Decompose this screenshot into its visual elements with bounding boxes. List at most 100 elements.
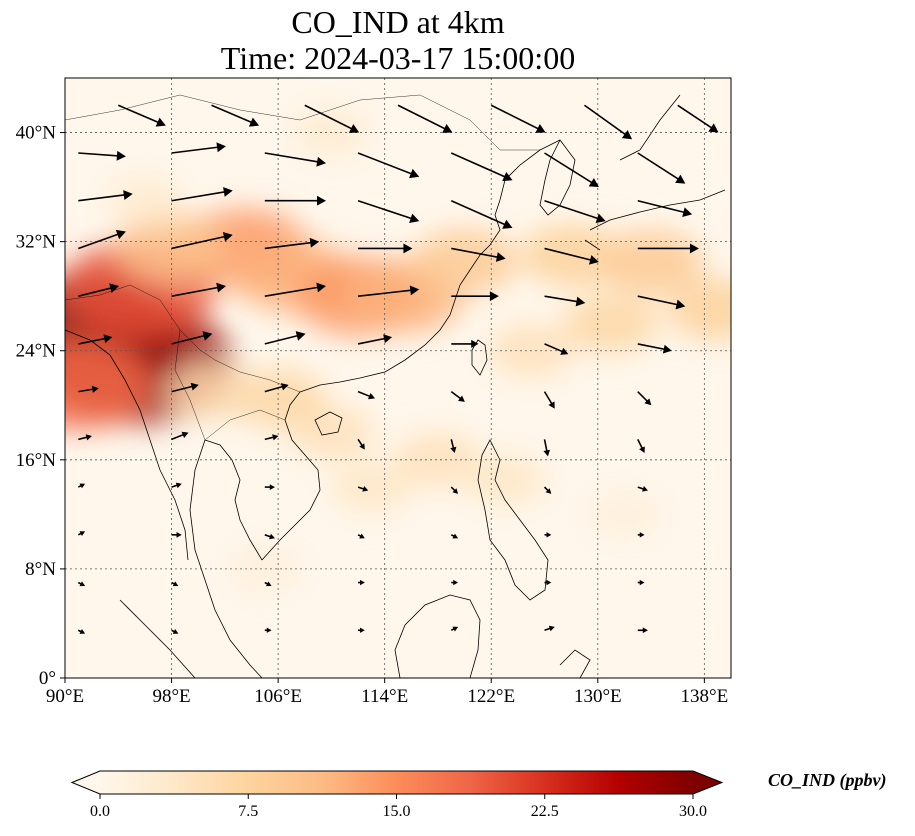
wind-arrow <box>357 285 420 297</box>
coastline-philippines <box>477 439 549 601</box>
wind-arrow <box>264 383 289 393</box>
lat-tick-label: 16°N <box>16 450 57 471</box>
map-axes: 90°E 98°E 106°E 114°E 122°E 130°E 138°E 0° 8°N 16… <box>16 123 729 707</box>
wind-arrow <box>77 483 86 489</box>
lat-tick-label: 32°N <box>16 232 57 253</box>
wind-arrow <box>637 199 693 217</box>
colorbar-extend-max <box>693 771 722 794</box>
wind-arrow <box>637 295 686 310</box>
wind-arrow <box>451 291 499 302</box>
wind-arrow <box>450 199 513 229</box>
map-frame <box>64 77 732 679</box>
wind-arrow <box>171 431 189 441</box>
wind-arrow <box>637 486 648 492</box>
coastline-korea <box>539 139 576 216</box>
wind-arrow <box>450 533 459 539</box>
wind-arrow <box>451 339 479 348</box>
wind-arrow <box>264 627 272 633</box>
wind-arrow <box>637 532 645 538</box>
concentration-blob <box>563 293 659 354</box>
wind-arrow <box>544 532 552 538</box>
wind-arrow <box>677 104 719 133</box>
lat-tick-label: 8°N <box>25 559 56 580</box>
lon-tick-label: 106°E <box>254 686 302 707</box>
wind-arrow <box>264 581 272 587</box>
wind-arrow <box>544 343 569 355</box>
wind-arrow <box>264 484 275 490</box>
wind-arrow <box>171 629 179 634</box>
wind-arrow <box>450 626 459 632</box>
concentration-blob <box>598 229 704 295</box>
wind-arrow <box>544 295 586 307</box>
wind-arrow <box>544 625 555 632</box>
wind-arrow <box>637 391 652 406</box>
wind-arrow <box>544 579 552 586</box>
wind-arrow <box>264 152 326 167</box>
wind-arrow <box>171 382 199 393</box>
colorbar-gradient <box>100 771 693 794</box>
wind-arrow <box>543 486 552 494</box>
wind-arrow <box>543 439 551 457</box>
wind-arrow <box>584 104 633 140</box>
coastlines <box>65 94 726 678</box>
wind-arrow <box>77 629 86 634</box>
concentration-blob <box>228 546 302 592</box>
wind-arrow <box>543 391 555 409</box>
concentration-blob <box>412 229 517 295</box>
concentration-blob <box>65 339 151 431</box>
wind-arrow <box>171 231 233 250</box>
wind-arrow <box>357 334 393 345</box>
wind-arrow <box>637 243 699 254</box>
lat-tick-label: 0° <box>39 668 56 689</box>
colorbar-tick-label: 7.5 <box>238 803 258 820</box>
wind-arrow <box>264 533 275 540</box>
wind-arrow <box>637 152 686 184</box>
wind-arrow <box>358 579 365 586</box>
concentration-blob <box>394 432 482 487</box>
wind-arrow <box>357 390 376 400</box>
wind-arrow <box>544 199 606 223</box>
wind-arrow <box>264 237 320 250</box>
wind-vectors <box>77 104 719 634</box>
lon-tick-label: 130°E <box>574 686 622 707</box>
coastline-myanmar-bay <box>65 329 189 561</box>
wind-arrow <box>637 579 645 586</box>
lon-tick-label: 98°E <box>152 686 190 707</box>
map-title: CO_IND at 4km <box>291 4 505 40</box>
concentration-blob <box>330 461 413 513</box>
wind-arrow <box>264 331 306 345</box>
coastline-indochina <box>204 391 321 561</box>
wind-arrow <box>171 531 182 538</box>
wind-arrow <box>77 581 86 587</box>
wind-arrow <box>78 283 120 297</box>
wind-arrow <box>490 104 546 133</box>
wind-arrow <box>357 533 365 539</box>
coastline-hainan <box>314 411 343 436</box>
wind-arrow <box>637 439 645 453</box>
wind-arrow <box>357 199 420 223</box>
wind-arrow <box>78 229 126 250</box>
colorbar-tick-label: 0.0 <box>90 803 110 820</box>
concentration-blob <box>463 454 546 506</box>
wind-arrow <box>171 482 182 489</box>
wind-arrow <box>451 247 506 262</box>
wind-arrow <box>450 439 457 453</box>
colorbar-tick-label: 22.5 <box>531 803 559 820</box>
wind-arrow <box>357 438 365 450</box>
wind-arrow <box>264 195 326 206</box>
map-subtitle-time: Time: 2024-03-17 15:00:00 <box>220 40 576 76</box>
coastline-new-guinea <box>559 649 591 678</box>
wind-arrow <box>264 434 279 441</box>
wind-arrow <box>78 190 133 202</box>
lat-tick-label: 40°N <box>16 123 57 144</box>
colorbar-tick-label: 15.0 <box>383 803 411 820</box>
wind-arrow <box>357 486 369 492</box>
wind-arrow <box>357 152 420 179</box>
wind-arrow <box>171 331 213 345</box>
coastline-sumatra <box>119 599 196 678</box>
colorbar-ticks: 0.0 7.5 15.0 22.5 30.0 <box>90 794 707 820</box>
coastline-borneo <box>394 594 481 678</box>
concentration-blob <box>166 363 257 421</box>
gridlines <box>65 78 731 678</box>
wind-arrow <box>78 385 99 393</box>
